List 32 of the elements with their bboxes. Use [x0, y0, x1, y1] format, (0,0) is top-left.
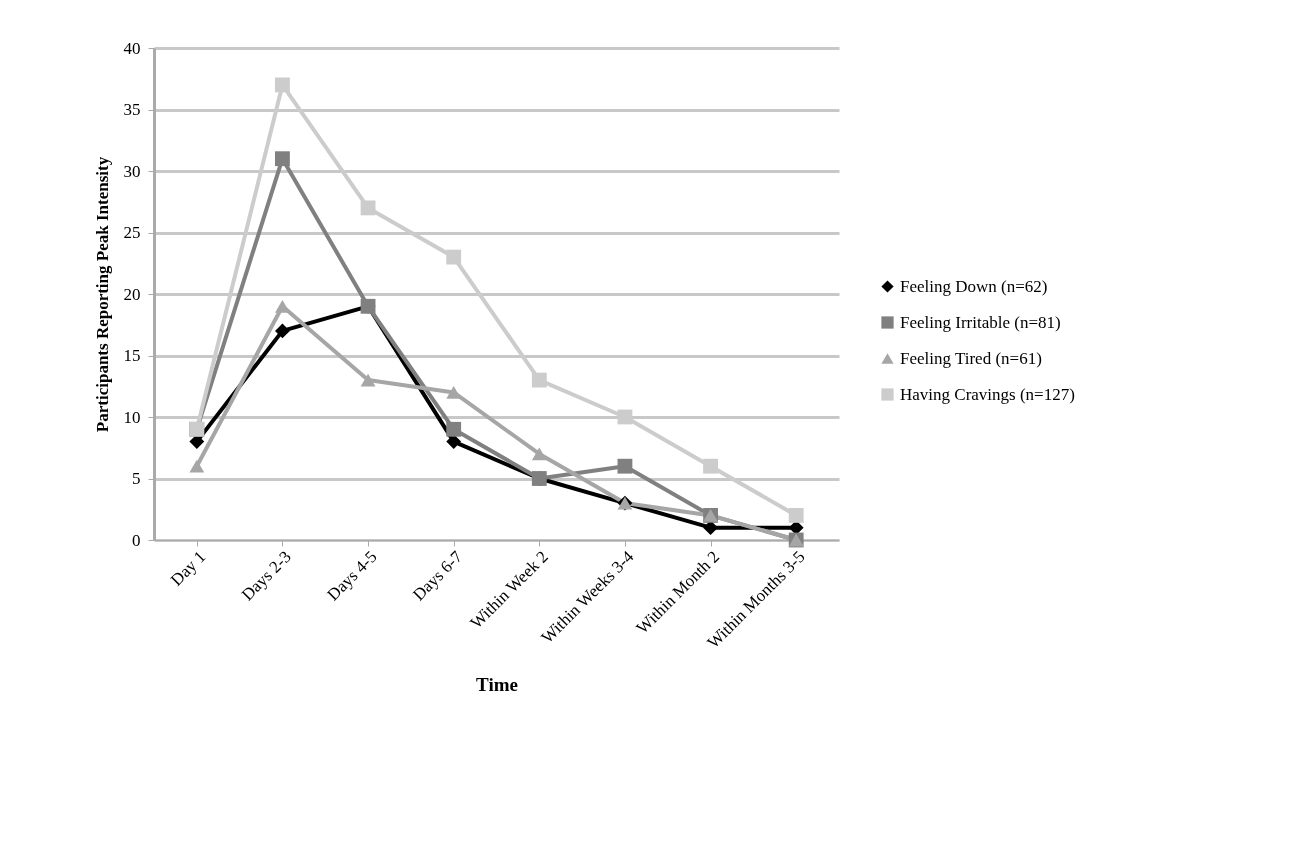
point — [446, 249, 462, 265]
point — [703, 520, 718, 536]
legend-label: Feeling Irritable (n=81) — [900, 312, 1061, 332]
point — [446, 434, 462, 450]
y-tick-label: 40 — [123, 38, 141, 58]
point — [360, 200, 376, 216]
point — [189, 434, 205, 450]
y-axis-title: Participants Reporting Peak Intensity — [92, 156, 112, 433]
legend-label: Feeling Down (n=62) — [900, 276, 1048, 296]
x-axis-title: Time — [476, 674, 518, 696]
point — [189, 459, 205, 473]
y-tick-label: 20 — [123, 284, 141, 304]
y-tick-label: 35 — [123, 100, 141, 119]
point — [531, 447, 547, 461]
point — [360, 373, 376, 387]
point — [531, 372, 547, 388]
y-tick-label: 15 — [123, 346, 141, 365]
legend-label: Having Cravings (n=127) — [900, 384, 1075, 404]
y-tick-label: 0 — [132, 530, 141, 550]
y-tick-label: 25 — [123, 223, 141, 242]
legend-label: Feeling Tired (n=61) — [900, 348, 1042, 368]
point — [788, 507, 804, 523]
x-tick-label: Day 1 — [166, 547, 210, 590]
point — [703, 458, 718, 474]
y-tick-label: 5 — [132, 469, 141, 488]
point — [275, 77, 290, 93]
point — [617, 458, 633, 474]
point — [275, 151, 290, 167]
point — [275, 323, 290, 339]
y-tick-label: 10 — [123, 407, 141, 427]
y-tick-label: 30 — [123, 161, 141, 181]
point — [446, 421, 462, 437]
